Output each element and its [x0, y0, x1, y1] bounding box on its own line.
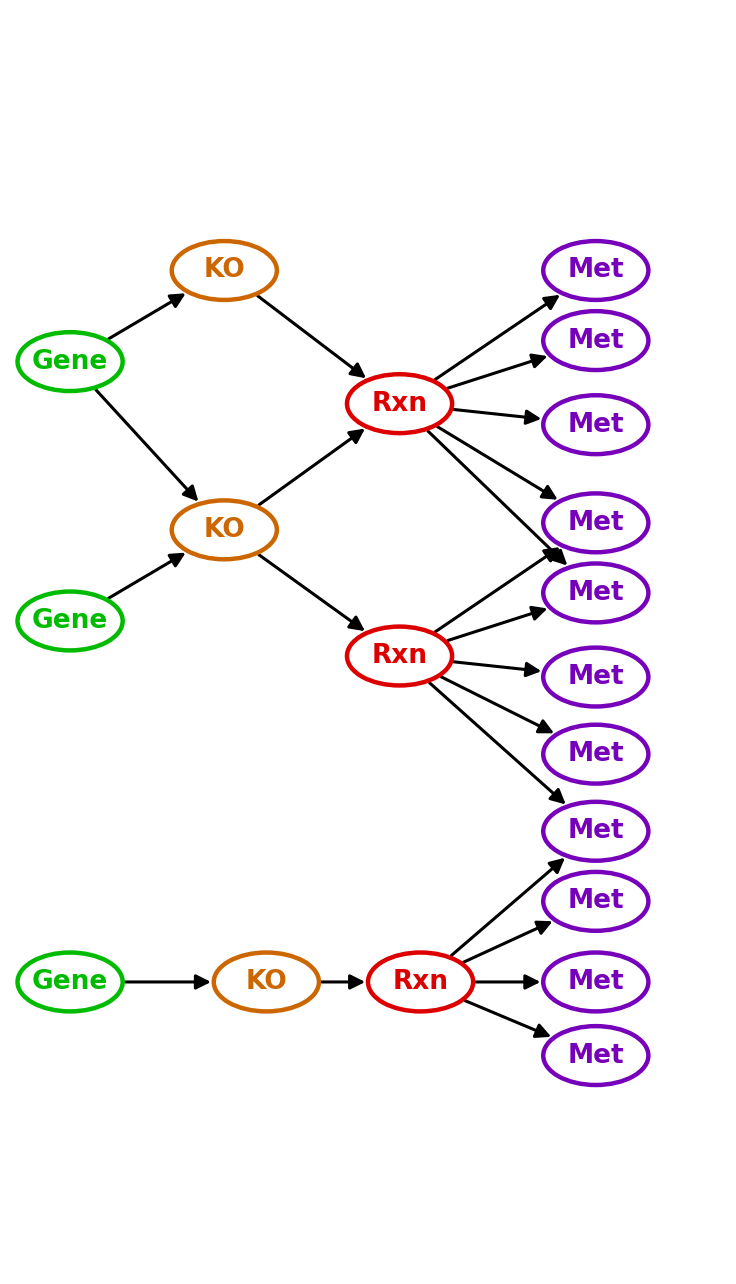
Text: Met: Met [567, 664, 624, 690]
Text: Met: Met [567, 818, 624, 845]
Text: Gene: Gene [32, 969, 108, 995]
Text: Rxn: Rxn [372, 643, 428, 669]
Text: Gene: Gene [32, 607, 108, 634]
Text: KO: KO [203, 258, 245, 284]
Text: Rxn: Rxn [392, 969, 448, 995]
Ellipse shape [543, 801, 648, 860]
Ellipse shape [543, 564, 648, 623]
Ellipse shape [543, 493, 648, 552]
Ellipse shape [18, 592, 123, 651]
Text: KO: KO [246, 969, 287, 995]
Ellipse shape [543, 1026, 648, 1085]
Text: Met: Met [567, 258, 624, 284]
Text: Met: Met [567, 327, 624, 353]
Ellipse shape [543, 724, 648, 783]
Ellipse shape [543, 953, 648, 1012]
Ellipse shape [18, 953, 123, 1012]
Ellipse shape [347, 627, 452, 686]
Text: Gene: Gene [32, 349, 108, 375]
Text: Met: Met [567, 1043, 624, 1068]
Text: Met: Met [567, 510, 624, 535]
Ellipse shape [213, 953, 319, 1012]
Text: KO: KO [203, 517, 245, 543]
Text: Met: Met [567, 889, 624, 914]
Text: Met: Met [567, 741, 624, 767]
Ellipse shape [543, 395, 648, 455]
Ellipse shape [368, 953, 473, 1012]
Ellipse shape [347, 374, 452, 433]
Text: Met: Met [567, 580, 624, 606]
Ellipse shape [543, 241, 648, 300]
Ellipse shape [543, 311, 648, 370]
Text: Met: Met [567, 969, 624, 995]
Text: Met: Met [567, 412, 624, 438]
Text: Rxn: Rxn [372, 390, 428, 417]
Ellipse shape [18, 333, 123, 392]
Ellipse shape [543, 647, 648, 706]
Ellipse shape [543, 872, 648, 931]
Ellipse shape [171, 501, 277, 560]
Ellipse shape [171, 241, 277, 300]
